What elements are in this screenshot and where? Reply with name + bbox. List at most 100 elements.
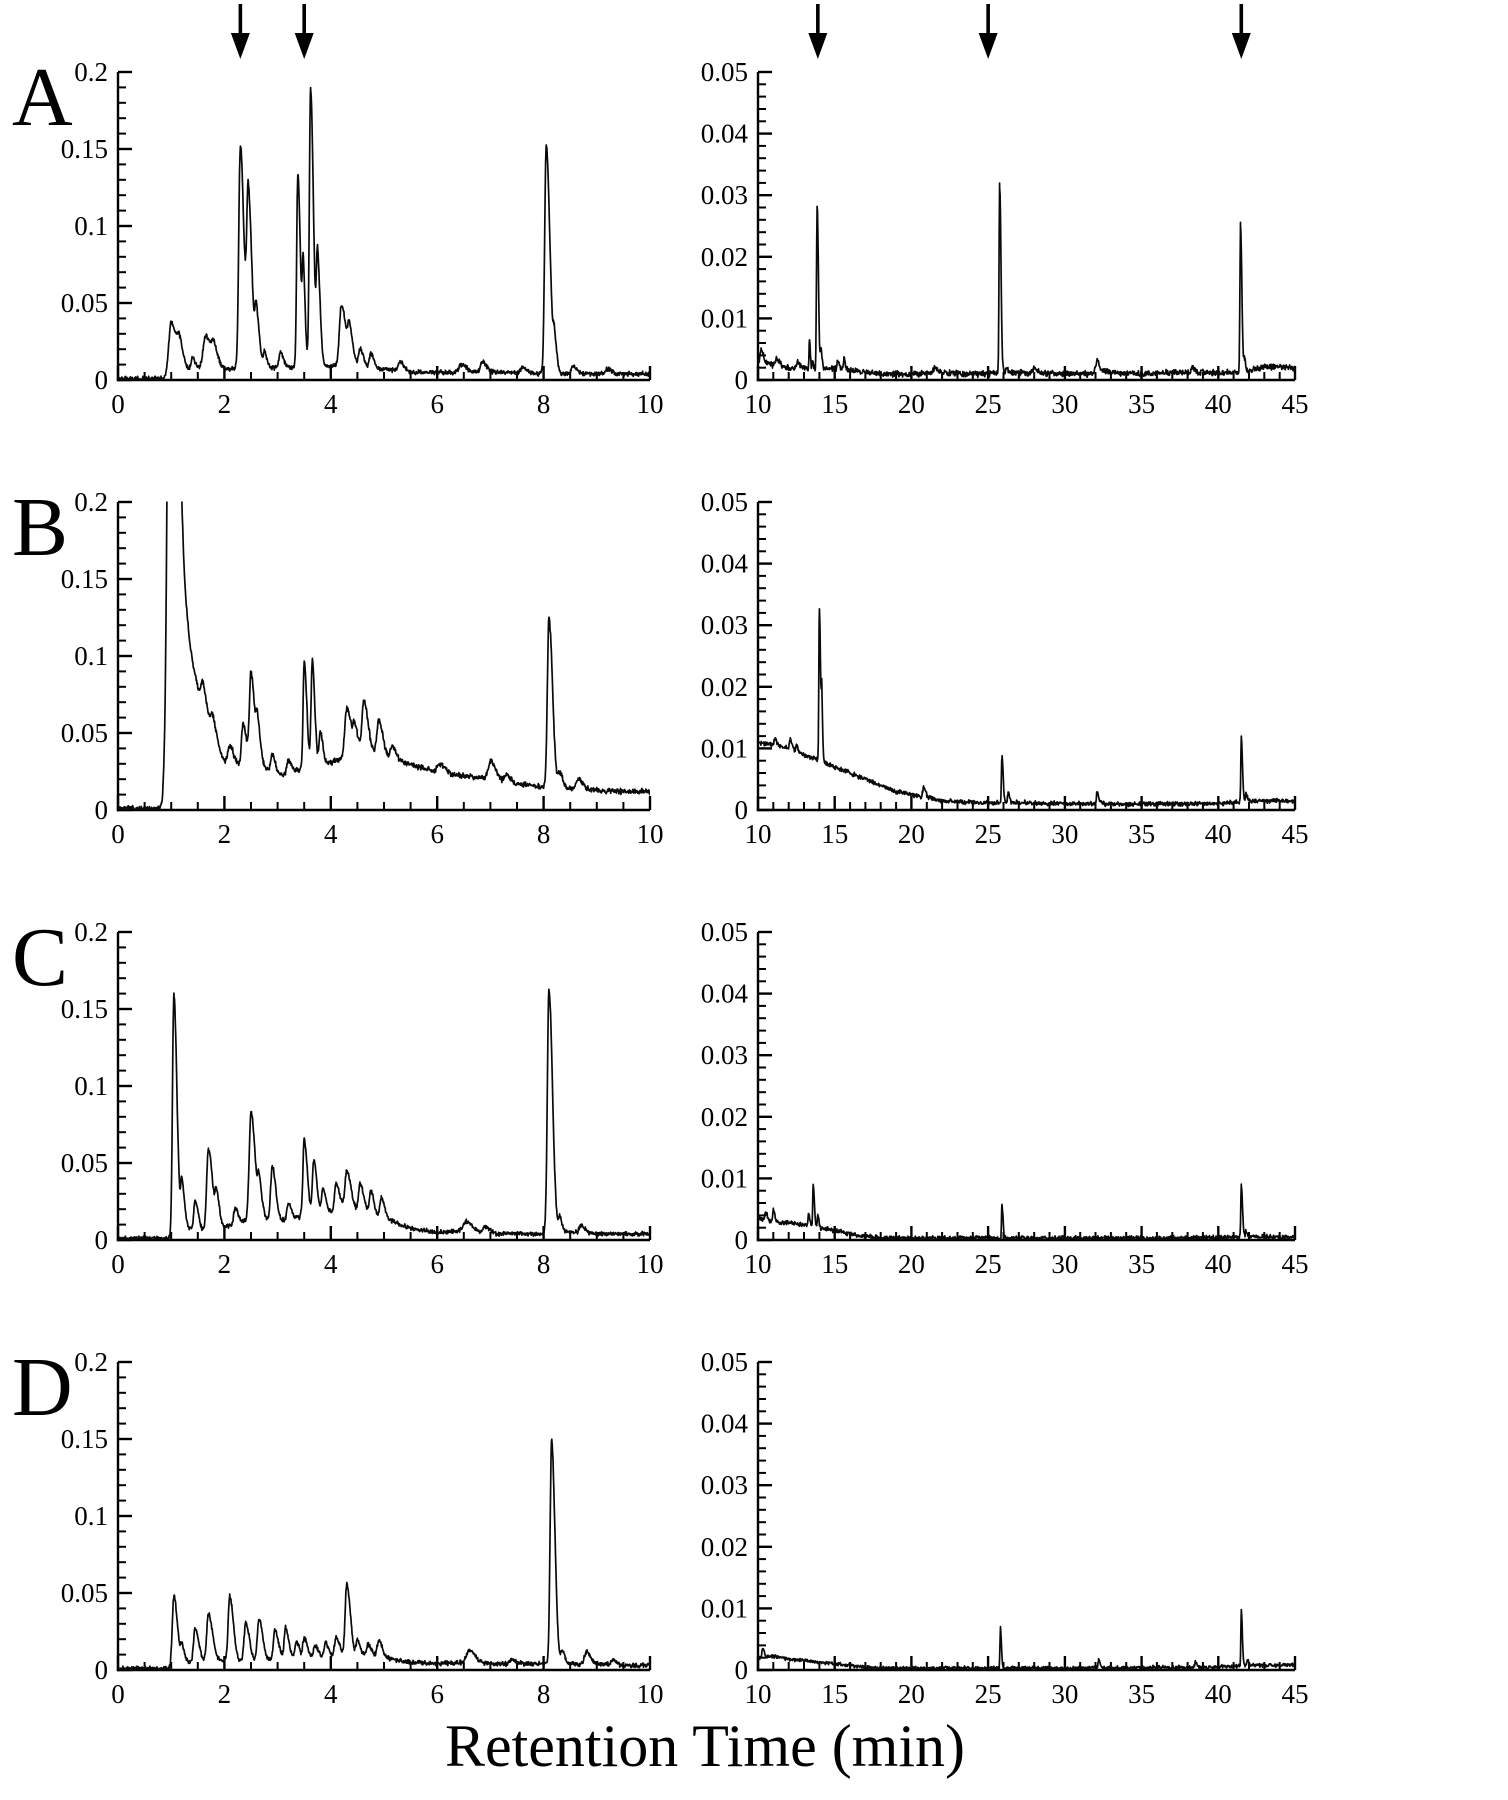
tick-labels: 0 0.05 0.1 0.15 0.2 0 2 4 6 8 10 (61, 57, 664, 419)
chromatogram-trace (118, 1438, 650, 1670)
y-tick-label: 0.05 (61, 1578, 108, 1608)
axes (756, 502, 1295, 812)
y-tick-label: 0.03 (701, 180, 748, 210)
x-tick-label: 35 (1128, 1679, 1155, 1709)
x-tick-label: 15 (821, 1679, 848, 1709)
x-tick-label: 30 (1051, 1249, 1078, 1279)
tick-marks (116, 1360, 652, 1672)
chromatogram-row-a: 00.050.10.150.20 2 4 6 8 1000.010.020.030.040… (61, 4, 1309, 419)
y-tick-label: 0 (735, 795, 749, 825)
y-tick-label: 0.05 (701, 917, 748, 947)
x-tick-label: 0 (111, 819, 125, 849)
y-tick-label: 0.2 (74, 57, 108, 87)
x-tick-label: 30 (1051, 819, 1078, 849)
x-tick-label: 4 (324, 389, 338, 419)
x-tick-label: 25 (975, 819, 1002, 849)
y-tick-label: 0.2 (74, 1347, 108, 1377)
x-tick-label: 8 (537, 819, 551, 849)
x-tick-label: 45 (1282, 1249, 1309, 1279)
y-tick-label: 0.05 (701, 487, 748, 517)
y-tick-label: 0.05 (61, 1148, 108, 1178)
axes (116, 932, 650, 1242)
down-arrow-icon (230, 4, 250, 59)
tick-labels: 0 0.01 0.02 0.03 0.04 0.05 10 15 20 25 30 35 40 45 (701, 487, 1309, 849)
chromatogram-row-b: 00.050.10.150.20 2 4 6 8 1000.010.020.030.040… (61, 487, 1309, 849)
y-tick-label: 0 (735, 1655, 749, 1685)
y-tick-label: 0.01 (701, 1593, 748, 1623)
down-arrow-icon (808, 4, 828, 59)
tick-marks (756, 70, 1297, 382)
x-tick-label: 8 (537, 389, 551, 419)
x-tick-label: 0 (111, 389, 125, 419)
peak-arrows (230, 4, 314, 59)
y-tick-label: 0.2 (74, 917, 108, 947)
panel-row-d: 0 0.05 0.1 0.15 0.2 0 2 4 6 8 10 0 0.01 0.02 0.03 0.04 0… (0, 1290, 1508, 1720)
x-tick-label: 45 (1282, 389, 1309, 419)
chromatogram-trace (758, 182, 1295, 379)
x-tick-label: 2 (218, 1249, 232, 1279)
tick-marks (756, 930, 1297, 1242)
y-tick-label: 0.15 (61, 1424, 108, 1454)
y-tick-label: 0.03 (701, 1040, 748, 1070)
x-tick-label: 6 (430, 389, 444, 419)
x-tick-label: 25 (975, 1679, 1002, 1709)
y-tick-label: 0.04 (701, 549, 749, 579)
x-tick-label: 10 (637, 1679, 664, 1709)
x-tick-label: 6 (430, 1249, 444, 1279)
down-arrow-icon (978, 4, 998, 59)
x-tick-label: 10 (745, 389, 772, 419)
x-tick-label: 2 (218, 1679, 232, 1709)
y-tick-label: 0.04 (701, 119, 749, 149)
y-tick-label: 0.02 (701, 672, 748, 702)
y-tick-label: 0.1 (74, 641, 108, 671)
x-tick-label: 0 (111, 1679, 125, 1709)
x-tick-label: 8 (537, 1249, 551, 1279)
x-tick-label: 0 (111, 1249, 125, 1279)
tick-marks (116, 500, 652, 812)
panel-label-b: B (12, 481, 69, 574)
y-tick-label: 0 (95, 1225, 109, 1255)
axes (756, 72, 1295, 382)
x-tick-label: 35 (1128, 819, 1155, 849)
chromatogram-trace (758, 1183, 1295, 1240)
y-tick-label: 0 (95, 1655, 109, 1685)
x-tick-label: 45 (1282, 1679, 1309, 1709)
down-arrow-icon (1231, 4, 1251, 59)
x-tick-label: 10 (745, 819, 772, 849)
x-tick-label: 25 (975, 389, 1002, 419)
x-tick-label: 45 (1282, 819, 1309, 849)
x-tick-label: 30 (1051, 389, 1078, 419)
y-tick-label: 0.05 (61, 288, 108, 318)
y-tick-label: 0.15 (61, 134, 108, 164)
panel-label-d: D (12, 1341, 73, 1434)
x-tick-label: 40 (1205, 1249, 1232, 1279)
y-tick-label: 0.1 (74, 211, 108, 241)
panel-row-a: 0 0.05 0.1 0.15 0.2 0 2 4 6 8 10 0 0.01 0.02 0.03 0.04 0… (0, 0, 1508, 430)
tick-marks (116, 930, 652, 1242)
x-tick-label: 10 (637, 819, 664, 849)
peak-arrows (808, 4, 1251, 59)
x-tick-label: 15 (821, 389, 848, 419)
panel-row-c: 0 0.05 0.1 0.15 0.2 0 2 4 6 8 10 0 0.01 0.02 0.03 0.04 0… (0, 860, 1508, 1290)
x-tick-label: 20 (898, 819, 925, 849)
x-tick-label: 2 (218, 389, 232, 419)
y-tick-label: 0.15 (61, 564, 108, 594)
x-tick-label: 2 (218, 819, 232, 849)
x-tick-label: 15 (821, 1249, 848, 1279)
y-tick-label: 0 (735, 365, 749, 395)
chromatogram-trace (118, 988, 650, 1240)
y-tick-label: 0.02 (701, 242, 748, 272)
chromatogram-trace (118, 86, 650, 380)
panel-label-a: A (12, 51, 73, 144)
y-tick-label: 0.04 (701, 979, 749, 1009)
down-arrow-icon (294, 4, 314, 59)
tick-labels: 0 0.05 0.1 0.15 0.2 0 2 4 6 8 10 (61, 1347, 664, 1709)
y-tick-label: 0 (95, 795, 109, 825)
x-tick-label: 10 (637, 1249, 664, 1279)
y-tick-label: 0.05 (701, 57, 748, 87)
y-tick-label: 0.2 (74, 487, 108, 517)
x-tick-label: 20 (898, 1249, 925, 1279)
chromatogram-row-c: 00.050.10.150.20 2 4 6 8 1000.010.020.030.040… (61, 917, 1309, 1279)
y-tick-label: 0.05 (61, 718, 108, 748)
